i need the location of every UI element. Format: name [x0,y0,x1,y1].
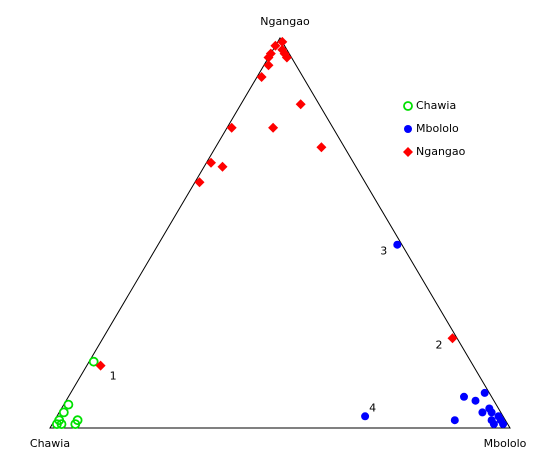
point-label: 3 [380,245,387,258]
legend-label: Chawia [416,99,456,112]
corner-label: Mbololo [484,437,527,450]
data-point [361,412,370,421]
data-point [70,419,81,430]
data-point [480,388,489,397]
data-point [58,407,69,418]
data-point [217,161,228,172]
corner-label: Chawia [30,437,70,450]
data-point [295,99,306,110]
data-point [499,420,508,429]
data-point [489,420,498,429]
data-point [316,142,327,153]
data-point [460,392,468,401]
legend-label: Ngangao [416,145,466,158]
legend-label: Mbololo [416,122,459,135]
data-point [478,408,487,417]
data-point [256,72,267,82]
data-point [450,416,459,425]
data-point [52,419,62,430]
data-point [194,177,205,188]
legend-marker [403,147,413,157]
data-point [268,122,279,133]
point-label: 2 [436,338,443,351]
legend-marker [404,125,412,133]
triangle-frame [49,37,511,429]
data-point [393,240,402,249]
point-label: 4 [369,401,376,414]
point-label: 1 [110,370,117,383]
data-point [471,396,480,405]
data-point [56,419,67,430]
data-point [263,52,274,63]
data-point [270,40,281,51]
data-point [263,60,274,71]
data-point [88,356,99,367]
data-point [95,360,106,371]
data-point [206,157,216,168]
data-point [281,52,292,63]
legend-marker [403,101,413,111]
data-point [63,399,74,410]
data-point [487,408,496,417]
data-point [226,122,237,133]
data-point [447,333,458,344]
corner-label: Ngangao [260,15,310,28]
data-point [277,36,288,47]
